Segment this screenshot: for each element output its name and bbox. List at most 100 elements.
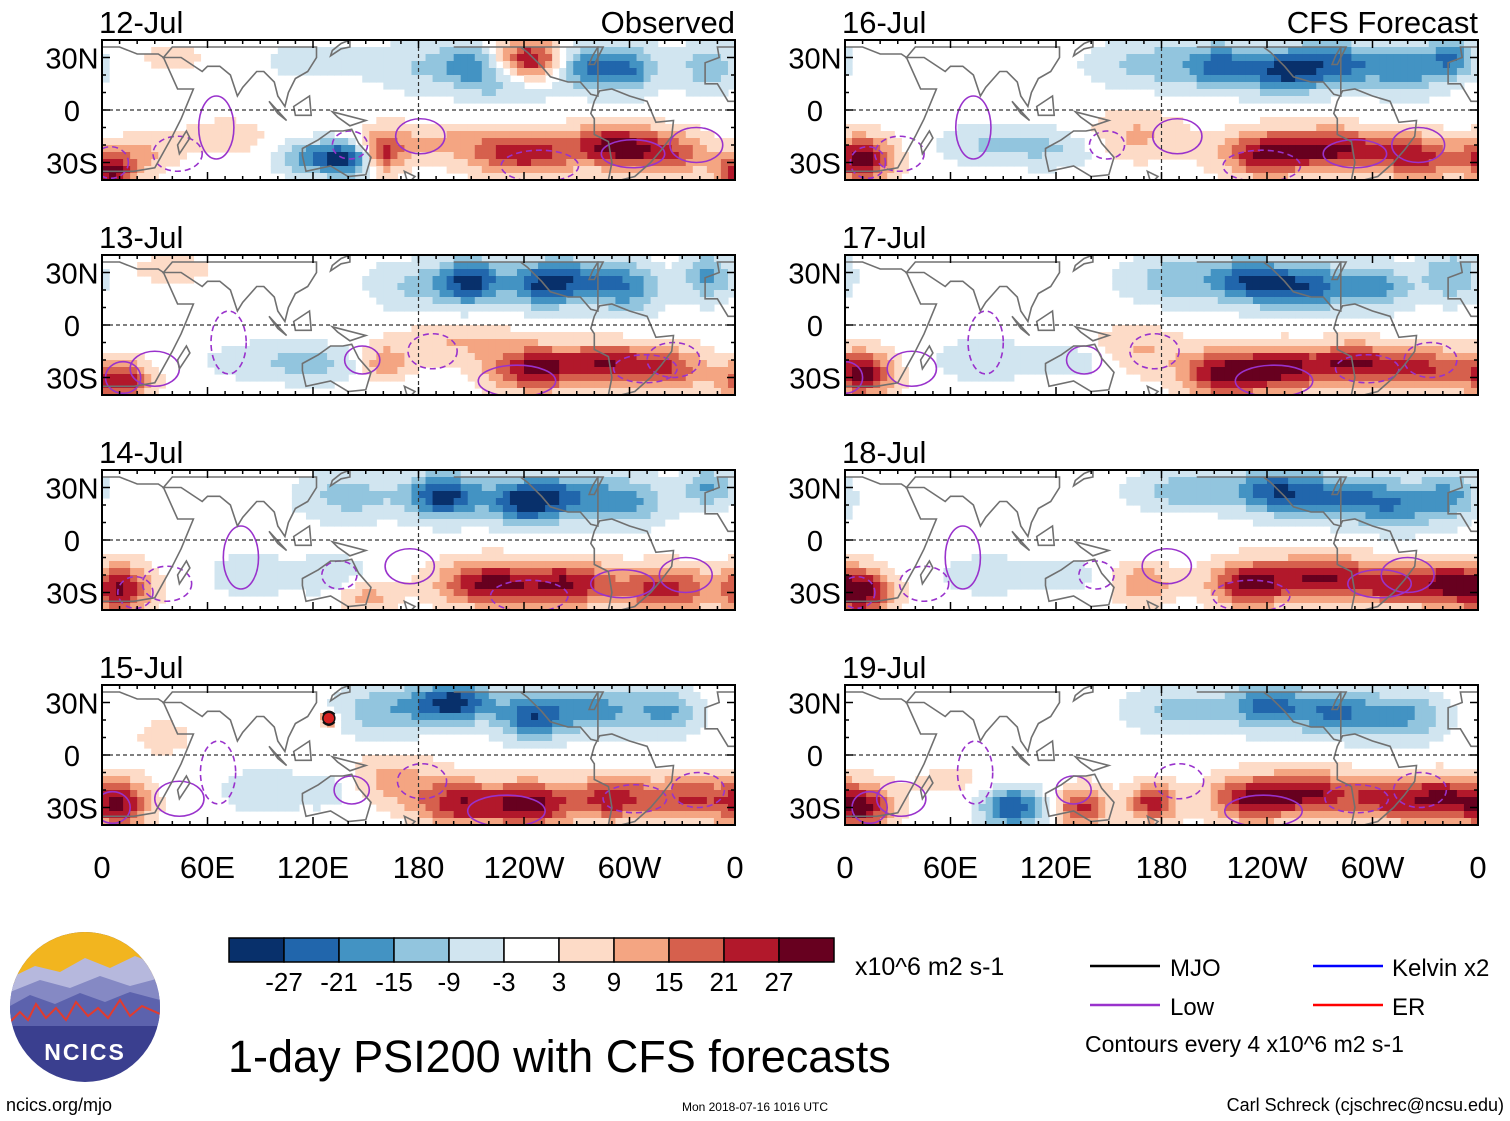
panel-date-label: 13-Jul xyxy=(99,220,183,255)
y-tick-label: 30S xyxy=(789,794,841,826)
y-tick-label: 0 xyxy=(807,526,823,558)
logo-text: NCICS xyxy=(44,1039,126,1065)
y-tick-label: 30S xyxy=(46,149,98,181)
panel-18-jul: 30N 0 30S 18-Jul xyxy=(788,435,1479,611)
colorbar-swatch xyxy=(283,937,340,963)
colorbar-tick-label: -27 xyxy=(265,967,303,997)
y-tick-label: 0 xyxy=(64,526,80,558)
panel-14-jul: 30N 0 30S 14-Jul xyxy=(45,435,736,611)
x-tick-label: 120W xyxy=(1227,850,1309,885)
x-tick-label: 0 xyxy=(836,850,853,885)
x-tick-label: 0 xyxy=(726,850,743,885)
y-tick-label: 30S xyxy=(46,794,98,826)
panel-15-jul: 30N 0 30S 15-Jul xyxy=(45,650,736,826)
column-header: Observed xyxy=(601,5,735,40)
colorbar-tick-label: 9 xyxy=(607,967,621,997)
y-tick-label: 0 xyxy=(807,741,823,773)
x-tick-label: 0 xyxy=(93,850,110,885)
panel-13-jul: 30N 0 30S 13-Jul xyxy=(45,220,736,396)
colorbar-swatch xyxy=(393,937,450,963)
y-tick-label: 30N xyxy=(45,689,98,721)
legend: MJO Kelvin x2 Low ER Contours every 4 x1… xyxy=(1085,955,1489,1057)
panel-16-jul: 30N 0 30S 16-Jul CFS Forecast xyxy=(788,5,1479,181)
y-tick-label: 30S xyxy=(46,579,98,611)
colorbar-swatch xyxy=(778,937,835,963)
y-tick-label: 30S xyxy=(46,364,98,396)
x-tick-label: 120E xyxy=(1020,850,1092,885)
figure-title: 1-day PSI200 with CFS forecasts xyxy=(228,1031,891,1082)
panel-date-label: 12-Jul xyxy=(99,5,183,40)
coastlines xyxy=(845,255,1478,395)
colorbar-swatch xyxy=(668,937,725,963)
coastlines xyxy=(102,255,735,395)
legend-label-er: ER xyxy=(1392,994,1425,1021)
legend-label-mjo: MJO xyxy=(1170,955,1221,982)
y-tick-label: 0 xyxy=(64,311,80,343)
y-tick-label: 0 xyxy=(807,311,823,343)
psi200-field xyxy=(102,470,735,610)
coastlines xyxy=(102,470,735,610)
y-tick-label: 30S xyxy=(789,364,841,396)
colorbar-swatch xyxy=(228,937,285,963)
x-tick-label: 0 xyxy=(1469,850,1486,885)
panel-date-label: 14-Jul xyxy=(99,435,183,470)
y-tick-label: 30S xyxy=(789,149,841,181)
colorbar-units: x10^6 m2 s-1 xyxy=(855,953,1004,981)
coastlines xyxy=(845,40,1478,180)
y-tick-label: 30S xyxy=(789,579,841,611)
low-contours xyxy=(117,525,713,610)
colorbar-swatch xyxy=(503,937,560,963)
x-tick-label: 180 xyxy=(393,850,445,885)
panel-17-jul: 30N 0 30S 17-Jul xyxy=(788,220,1479,396)
footer-url[interactable]: ncics.org/mjo xyxy=(6,1095,112,1115)
colorbar-swatch xyxy=(723,937,780,963)
colorbar-swatch xyxy=(448,937,505,963)
colorbar-tick-label: 15 xyxy=(655,967,684,997)
psi200-field xyxy=(845,40,1478,180)
y-tick-label: 30N xyxy=(45,259,98,291)
colorbar-tick-label: -21 xyxy=(320,967,358,997)
colorbar-tick-label: 27 xyxy=(765,967,794,997)
x-tick-label: 60W xyxy=(598,850,662,885)
legend-label-kelvin: Kelvin x2 xyxy=(1392,955,1489,982)
colorbar-swatch xyxy=(338,937,395,963)
footer-timestamp: Mon 2018-07-16 1016 UTC xyxy=(682,1100,828,1114)
panel-date-label: 18-Jul xyxy=(842,435,926,470)
psi200-field xyxy=(102,40,735,180)
column-header: CFS Forecast xyxy=(1287,5,1479,40)
y-tick-label: 30N xyxy=(788,259,841,291)
colorbar-swatch xyxy=(558,937,615,963)
panel-date-label: 16-Jul xyxy=(842,5,926,40)
y-tick-label: 30N xyxy=(788,44,841,76)
x-tick-label: 60E xyxy=(923,850,978,885)
y-tick-label: 30N xyxy=(788,689,841,721)
footer-credit: Carl Schreck (cjschrec@ncsu.edu) xyxy=(1227,1095,1504,1115)
psi200-field xyxy=(845,685,1478,825)
x-tick-label: 120E xyxy=(277,850,349,885)
legend-label-low: Low xyxy=(1170,994,1215,1021)
psi200-field xyxy=(845,470,1478,610)
contour-note: Contours every 4 x10^6 m2 s-1 xyxy=(1085,1031,1404,1057)
colorbar-tick-label: -3 xyxy=(492,967,515,997)
panel-date-label: 15-Jul xyxy=(99,650,183,685)
colorbar-tick-label: 3 xyxy=(552,967,566,997)
x-tick-label: 180 xyxy=(1136,850,1188,885)
panel-date-label: 19-Jul xyxy=(842,650,926,685)
y-tick-label: 0 xyxy=(64,741,80,773)
panel-date-label: 17-Jul xyxy=(842,220,926,255)
typhoon-marker xyxy=(322,711,336,725)
low-contours xyxy=(102,95,724,180)
y-tick-label: 30N xyxy=(45,44,98,76)
colorbar-swatch xyxy=(613,937,670,963)
colorbar-tick-label: 21 xyxy=(710,967,739,997)
colorbar-tick-label: -15 xyxy=(375,967,413,997)
x-tick-label: 120W xyxy=(484,850,566,885)
colorbar: -27 -21 -15 -9 -3 3 9 15 21 27 xyxy=(228,937,835,997)
ncics-logo: NCICS xyxy=(10,932,160,1082)
low-contours xyxy=(849,95,1446,180)
coastlines xyxy=(845,470,1478,610)
y-tick-label: 0 xyxy=(807,96,823,128)
psi200-field xyxy=(102,685,735,825)
